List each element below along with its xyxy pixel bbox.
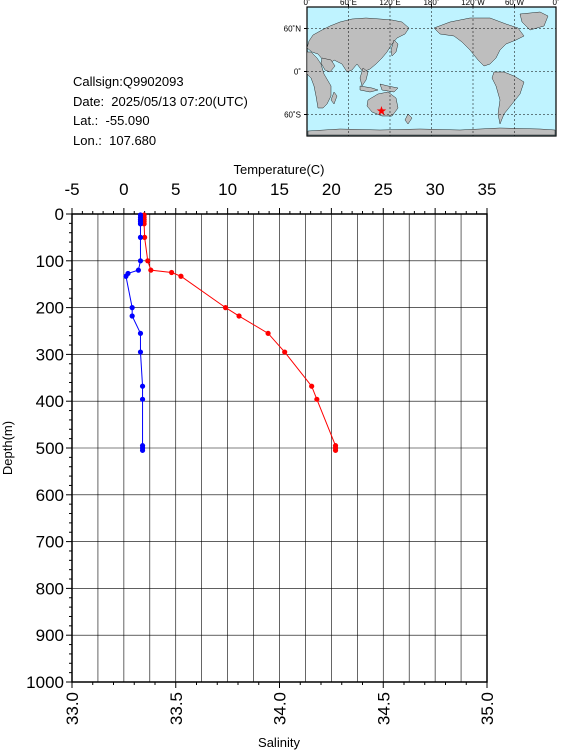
map-lon-label: 120˚W (461, 0, 485, 7)
longitude-text: Lon.: 107.680 (73, 132, 157, 148)
map-lat-label: 0˚ (294, 68, 301, 77)
map-lon-label: 60˚E (340, 0, 357, 7)
map-lon-label: 180˚ (423, 0, 439, 7)
map-lon-label: 0˚ (552, 0, 559, 7)
map-gridlines (304, 4, 556, 136)
float-position-marker (376, 105, 387, 116)
callsign-text: Callsign:Q9902093 (73, 74, 184, 89)
float-info: Callsign:Q9902093 Date: 2025/05/13 07:20… (73, 72, 248, 150)
map-lat-label: 60˚S (284, 111, 301, 120)
map-labels: 0˚ 60˚E 120˚E 180˚ 120˚W 60˚W 0˚ 60˚N 0˚ 60˚S (284, 0, 560, 120)
map-lon-label: 60˚W (505, 0, 525, 7)
map-lon-label: 0˚ (303, 0, 310, 7)
map-lon-label: 120˚E (379, 0, 400, 7)
date-text: Date: 2025/05/13 07:20(UTC) (73, 93, 248, 109)
map-lat-label: 60˚N (284, 25, 302, 34)
map-land (306, 11, 556, 136)
float-star-icon (376, 105, 387, 116)
latitude-text: Lat.: -55.090 (73, 113, 150, 128)
